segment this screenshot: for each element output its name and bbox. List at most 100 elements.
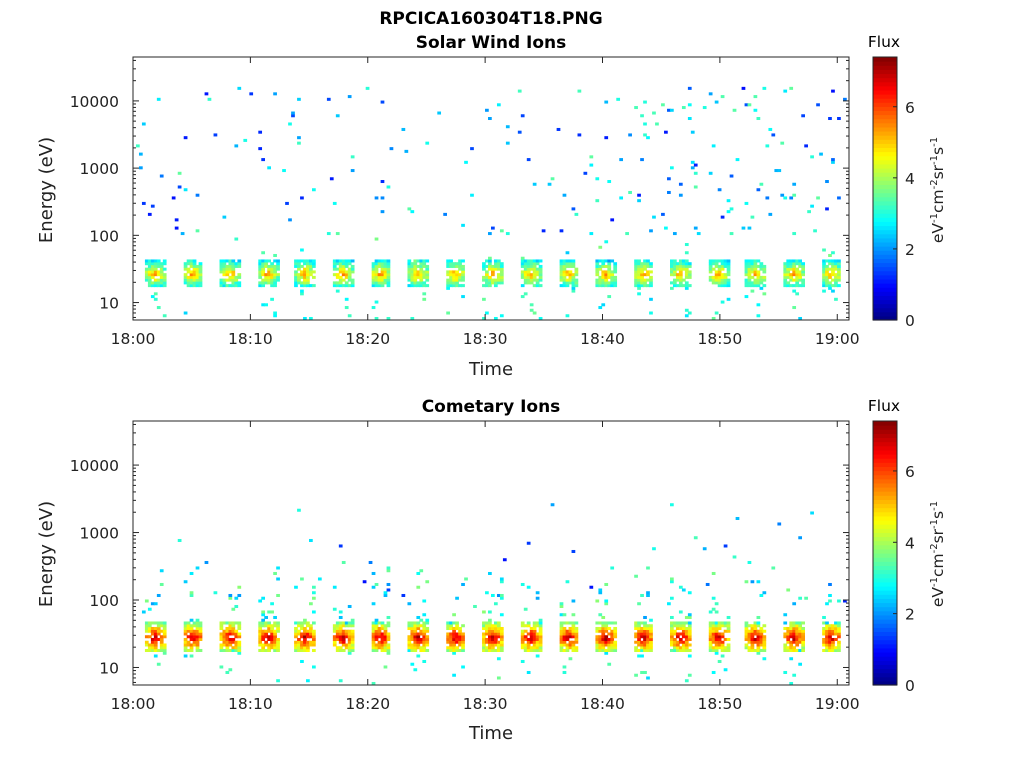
- spectrogram-cell: [189, 626, 194, 630]
- spectrogram-cell: [681, 106, 686, 110]
- spectrogram-cell: [449, 640, 453, 644]
- spectrogram-cell: [714, 278, 719, 282]
- spectrogram-cell: [270, 632, 274, 636]
- spectrogram-cell: [347, 267, 352, 271]
- spectrogram-cell: [708, 264, 713, 268]
- spectrogram-cell: [231, 632, 236, 636]
- spectrogram-cell: [338, 632, 343, 636]
- spectrogram-cell: [589, 585, 594, 589]
- spectrogram-cell: [267, 278, 271, 282]
- spectrogram-cell: [729, 174, 734, 178]
- spectrogram-cell: [485, 640, 489, 644]
- spectrogram-cell: [637, 281, 641, 285]
- spectrogram-cell: [565, 646, 570, 650]
- spectrogram-cell: [347, 629, 352, 633]
- spectrogram-cell: [461, 582, 465, 586]
- spectrogram-cell: [786, 284, 791, 288]
- spectrogram-cell: [300, 259, 304, 263]
- spectrogram-cell: [786, 273, 791, 277]
- spectrogram-cell: [499, 646, 504, 650]
- spectrogram-cell: [744, 201, 749, 205]
- spectrogram-cell: [159, 174, 164, 178]
- spectrogram-cell: [762, 284, 767, 288]
- spectrogram-cell: [198, 632, 203, 636]
- spectrogram-cell: [535, 643, 540, 647]
- spectrogram-cell: [574, 212, 579, 216]
- spectrogram-cell: [273, 571, 277, 575]
- spectrogram-cell: [828, 629, 832, 633]
- spectrogram-cell: [640, 278, 644, 282]
- spectrogram-cell: [601, 646, 606, 650]
- spectrogram-cell: [422, 635, 427, 639]
- spectrogram-cell: [261, 158, 266, 162]
- spectrogram-cell: [306, 267, 310, 271]
- spectrogram-cell: [422, 613, 427, 617]
- spectrogram-cell: [756, 284, 761, 288]
- spectrogram-cell: [834, 648, 838, 652]
- spectrogram-cell: [410, 278, 415, 282]
- spectrogram-cell: [538, 629, 543, 633]
- spectrogram-cell: [604, 275, 609, 279]
- spectrogram-cell: [374, 624, 379, 628]
- spectrogram-cell: [801, 635, 805, 639]
- spectrogram-cell: [687, 635, 692, 639]
- spectrogram-cell: [374, 196, 379, 200]
- spectrogram-cell: [496, 273, 501, 277]
- spectrogram-cell: [410, 629, 415, 633]
- spectrogram-cell: [455, 637, 459, 641]
- spectrogram-cell: [762, 591, 767, 595]
- spectrogram-cell: [422, 632, 427, 636]
- spectrogram-cell: [822, 264, 826, 268]
- spectrogram-cell: [192, 637, 197, 641]
- spectrogram-cell: [804, 144, 808, 148]
- spectrogram-cell: [670, 637, 674, 641]
- spectrogram-cell: [156, 637, 161, 641]
- spectrogram-cell: [150, 262, 155, 266]
- spectrogram-cell: [455, 275, 459, 279]
- spectrogram-cell: [684, 284, 689, 288]
- spectrogram-cell: [687, 648, 692, 652]
- spectrogram-cell: [643, 637, 647, 641]
- spectrogram-cell: [488, 621, 492, 625]
- spectrogram-cell: [419, 267, 424, 271]
- spectrogram-cell: [535, 270, 540, 274]
- spectrogram-cell: [347, 624, 352, 628]
- spectrogram-cell: [335, 637, 340, 641]
- spectrogram-cell: [693, 163, 698, 167]
- spectrogram-cell: [174, 218, 179, 222]
- spectrogram-cell: [371, 637, 376, 641]
- spectrogram-cell: [219, 281, 224, 285]
- spectrogram-cell: [717, 264, 722, 268]
- spectrogram-cell: [338, 262, 343, 266]
- spectrogram-cell: [496, 643, 501, 647]
- spectrogram-cell: [798, 275, 803, 279]
- spectrogram-cell: [687, 621, 692, 625]
- spectrogram-cell: [684, 637, 689, 641]
- colorbar-tick-label: 0: [905, 677, 915, 695]
- spectrogram-cell: [419, 648, 424, 652]
- spectrogram-cell: [458, 278, 462, 282]
- spectrogram-cell: [538, 618, 543, 622]
- spectrogram-cell: [144, 273, 149, 277]
- spectrogram-cell: [789, 273, 794, 277]
- spectrogram-cell: [350, 643, 355, 647]
- spectrogram-cell: [225, 278, 230, 282]
- spectrogram-cell: [270, 629, 274, 633]
- spectrogram-cell: [747, 259, 752, 263]
- colorbar-segment: [873, 647, 897, 653]
- spectrogram-cell: [482, 626, 486, 630]
- spectrogram-cell: [422, 646, 427, 650]
- spectrogram-cell: [714, 632, 719, 636]
- spectrogram-cell: [258, 599, 263, 603]
- spectrogram-cell: [303, 284, 307, 288]
- spectrogram-cell: [416, 585, 421, 589]
- spectrogram-cell: [380, 259, 385, 263]
- spectrogram-cell: [577, 89, 582, 93]
- spectrogram-cell: [837, 621, 841, 625]
- spectrogram-cell: [273, 624, 277, 628]
- spectrogram-cell: [425, 629, 430, 633]
- spectrogram-cell: [419, 646, 424, 650]
- spectrogram-cell: [828, 284, 832, 288]
- spectrogram-cell: [347, 637, 352, 641]
